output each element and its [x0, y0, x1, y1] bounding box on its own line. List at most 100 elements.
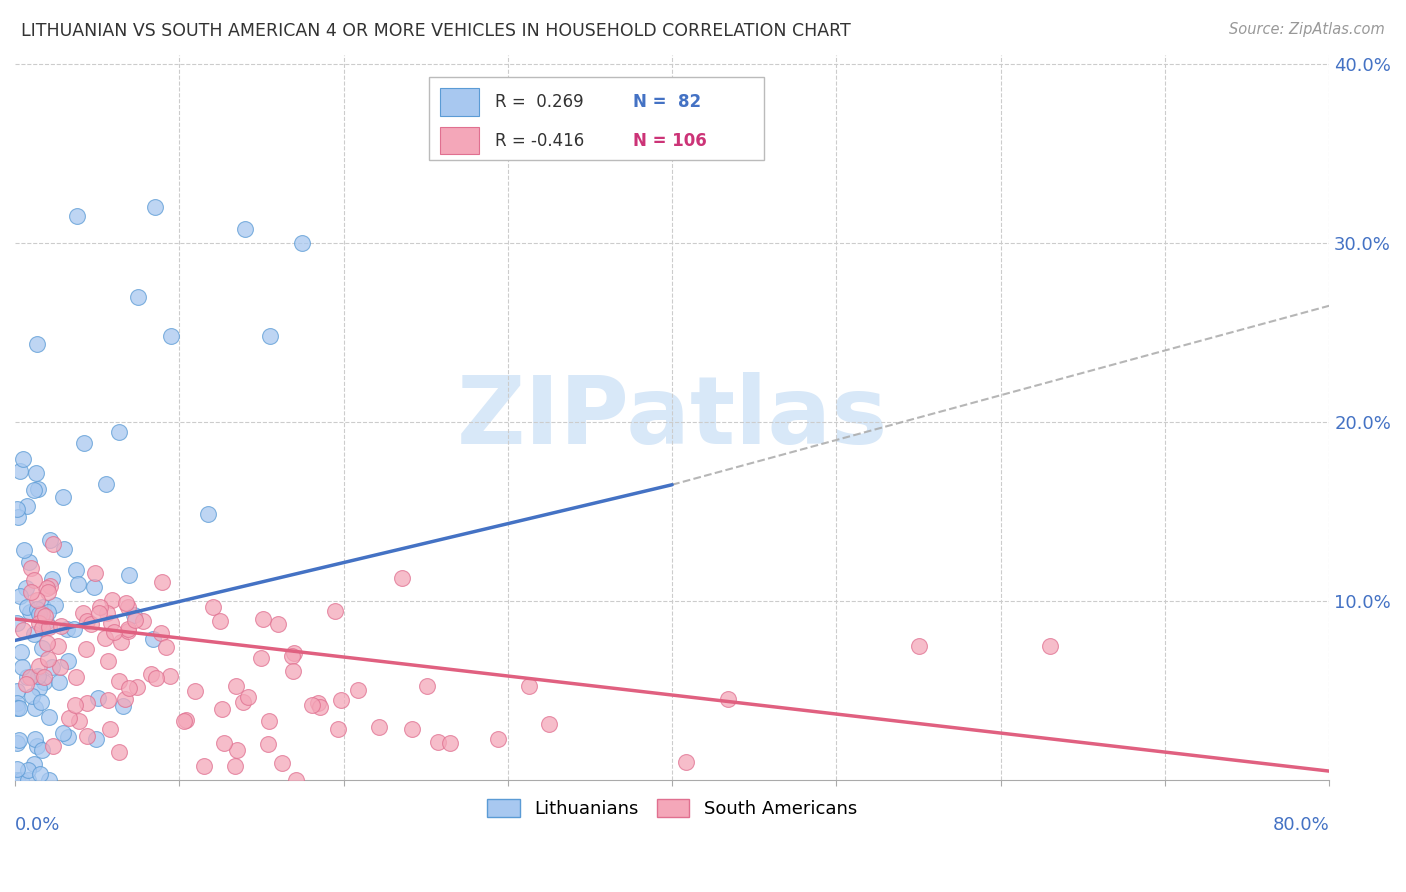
Point: [52, 490, 75, 504]
Point: [66, 576, 89, 591]
Point: [155, 640, 177, 655]
Point: [51, 618, 73, 632]
Point: [184, 684, 207, 698]
Point: [86, 732, 108, 747]
Point: [37, 585, 59, 599]
Point: [391, 571, 413, 585]
Point: [27, 669, 49, 683]
Point: [100, 615, 122, 630]
Point: [907, 639, 929, 653]
Point: [174, 713, 197, 727]
Point: [225, 743, 247, 757]
Point: [142, 632, 165, 646]
Point: [13, 543, 35, 558]
Point: [8, 589, 31, 603]
Point: [46, 640, 69, 654]
Point: [39, 533, 62, 547]
Point: [15, 500, 38, 514]
Point: [56, 622, 79, 636]
Point: [285, 773, 308, 788]
Point: [44, 598, 66, 612]
Point: [18, 605, 41, 619]
Point: [326, 722, 349, 736]
Point: [80, 616, 103, 631]
Point: [32, 670, 55, 684]
Point: [25, 466, 48, 480]
Point: [28, 658, 51, 673]
Point: [58, 711, 80, 725]
Point: [31, 600, 53, 615]
Point: [37, 652, 59, 666]
Point: [18, 670, 41, 684]
Point: [94, 477, 117, 491]
Point: [31, 607, 53, 621]
Point: [83, 580, 105, 594]
Point: [439, 736, 461, 750]
Point: [34, 609, 56, 624]
Text: ZIPatlas: ZIPatlas: [457, 372, 887, 464]
Point: [717, 692, 740, 706]
Point: [41, 660, 63, 674]
FancyBboxPatch shape: [429, 77, 763, 161]
Point: [6, 736, 28, 750]
Point: [149, 626, 172, 640]
FancyBboxPatch shape: [440, 88, 479, 116]
Point: [517, 679, 540, 693]
Point: [125, 680, 148, 694]
Point: [259, 329, 281, 343]
Point: [6, 615, 28, 630]
Point: [232, 694, 254, 708]
Point: [87, 606, 110, 620]
Point: [27, 607, 49, 622]
Legend: Lithuanians, South Americans: Lithuanians, South Americans: [479, 791, 865, 825]
Text: N = 106: N = 106: [633, 132, 706, 150]
Point: [22, 757, 45, 772]
Point: [66, 209, 89, 223]
Point: [201, 600, 224, 615]
Point: [6, 773, 28, 788]
Point: [62, 622, 84, 636]
Point: [76, 730, 98, 744]
Point: [159, 669, 181, 683]
Point: [10, 645, 32, 659]
Point: [17, 773, 39, 788]
Point: [20, 585, 42, 599]
Point: [84, 566, 107, 580]
Point: [8, 464, 31, 478]
Point: [426, 734, 449, 748]
Point: [27, 482, 49, 496]
Point: [96, 606, 118, 620]
Point: [22, 626, 45, 640]
Point: [63, 698, 86, 713]
Point: [28, 681, 51, 696]
Point: [38, 773, 60, 788]
Point: [39, 579, 62, 593]
Point: [11, 624, 34, 638]
Point: [252, 611, 274, 625]
Point: [197, 508, 219, 522]
Point: [13, 452, 35, 467]
Point: [94, 631, 117, 645]
Point: [67, 714, 90, 728]
Point: [21, 689, 44, 703]
Text: R =  0.269: R = 0.269: [495, 93, 583, 111]
Point: [87, 690, 110, 705]
Point: [401, 722, 423, 736]
Point: [118, 681, 141, 695]
Point: [143, 200, 166, 214]
Point: [31, 641, 53, 656]
FancyBboxPatch shape: [440, 127, 479, 154]
Point: [73, 435, 96, 450]
Point: [28, 767, 51, 781]
Point: [22, 573, 45, 587]
Point: [257, 737, 280, 751]
Point: [41, 572, 63, 586]
Point: [6, 696, 28, 710]
Point: [1039, 639, 1062, 653]
Point: [52, 541, 75, 556]
Point: [6, 701, 28, 715]
Point: [89, 600, 111, 615]
Point: [97, 654, 120, 668]
Point: [257, 714, 280, 729]
Point: [11, 660, 34, 674]
